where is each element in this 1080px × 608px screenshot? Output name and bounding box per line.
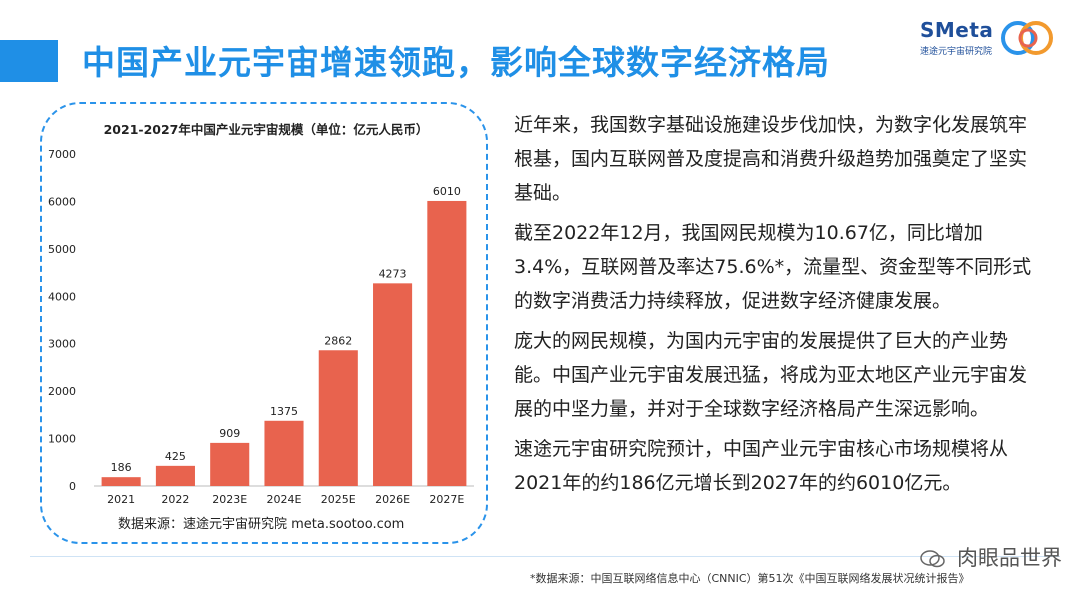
data-label-2024E: 1375 — [270, 405, 298, 418]
data-label-2027E: 6010 — [433, 185, 461, 198]
logo-text: SMeta — [920, 18, 994, 42]
y-tick-label-2: 2000 — [48, 385, 76, 398]
paragraph-2: 截至2022年12月，我国网民规模为10.67亿，同比增加3.4%，互联网普及率… — [514, 222, 1032, 312]
y-tick-label-6: 6000 — [48, 195, 76, 208]
bar-2024E — [264, 420, 304, 486]
chart-container: 2021-2027年中国产业元宇宙规模（单位：亿元人民币） 0 1000 2000 30… — [40, 102, 488, 544]
data-label-2022: 425 — [165, 450, 186, 463]
data-label-2023E: 909 — [219, 427, 240, 440]
data-label-2026E: 4273 — [379, 267, 407, 280]
bar-chart: 2021-2027年中国产业元宇宙规模（单位：亿元人民币） 0 1000 2000 30… — [48, 122, 474, 506]
watermark: 肉眼品世界 — [920, 542, 1062, 572]
bar-2023E — [210, 442, 250, 486]
y-tick-label-7: 7000 — [48, 148, 76, 161]
y-tick-label-0: 0 — [69, 480, 76, 493]
brand-logo: SMeta 速途元宇宙研究院 — [920, 14, 1060, 64]
bar-2025E — [318, 350, 358, 486]
x-tick-label-2023E: 2023E — [212, 493, 247, 506]
logo-rings-icon — [1001, 21, 1053, 55]
x-tick-label-2027E: 2027E — [429, 493, 464, 506]
y-tick-label-1: 1000 — [48, 433, 76, 446]
bar-2022 — [155, 465, 195, 486]
wechat-icon — [920, 550, 946, 568]
x-tick-label-2022: 2022 — [161, 493, 189, 506]
bar-2026E — [373, 283, 413, 486]
chart-source-note: 数据来源：速途元宇宙研究院 meta.sootoo.com — [118, 517, 405, 532]
x-tick-label-2026E: 2026E — [375, 493, 410, 506]
x-tick-label-2024E: 2024E — [267, 493, 302, 506]
paragraph-4: 速途元宇宙研究院预计，中国产业元宇宙核心市场规模将从2021年的约186亿元增长… — [514, 438, 1009, 494]
y-tick-label-5: 5000 — [48, 243, 76, 256]
title-accent-bar — [0, 40, 58, 82]
data-label-2025E: 2862 — [324, 334, 352, 347]
x-tick-label-2025E: 2025E — [321, 493, 356, 506]
page-title: 中国产业元宇宙增速领跑，影响全球数字经济格局 — [82, 43, 830, 82]
bar-2021 — [101, 477, 141, 486]
paragraph-1: 近年来，我国数字基础设施建设步伐加快，为数字化发展筑牢根基，国内互联网普及度提高… — [514, 114, 1028, 204]
data-label-2021: 186 — [111, 461, 132, 474]
paragraph-3: 庞大的网民规模，为国内元宇宙的发展提供了巨大的产业势能。中国产业元宇宙发展迅猛，… — [514, 330, 1028, 420]
chart-title: 2021-2027年中国产业元宇宙规模（单位：亿元人民币） — [104, 122, 429, 137]
text-column: 近年来，我国数字基础设施建设步伐加快，为数字化发展筑牢根基，国内互联网普及度提高… — [514, 108, 1036, 506]
bar-2027E — [427, 200, 467, 486]
footer-divider — [30, 556, 1060, 557]
logo-subtitle: 速途元宇宙研究院 — [920, 47, 993, 57]
x-tick-label-2021: 2021 — [107, 493, 135, 506]
footnote: *数据来源：中国互联网络信息中心（CNNIC）第51次《中国互联网络发展状况统计… — [530, 572, 970, 585]
watermark-text: 肉眼品世界 — [957, 546, 1062, 570]
y-tick-label-4: 4000 — [48, 290, 76, 303]
y-tick-label-3: 3000 — [48, 338, 76, 351]
